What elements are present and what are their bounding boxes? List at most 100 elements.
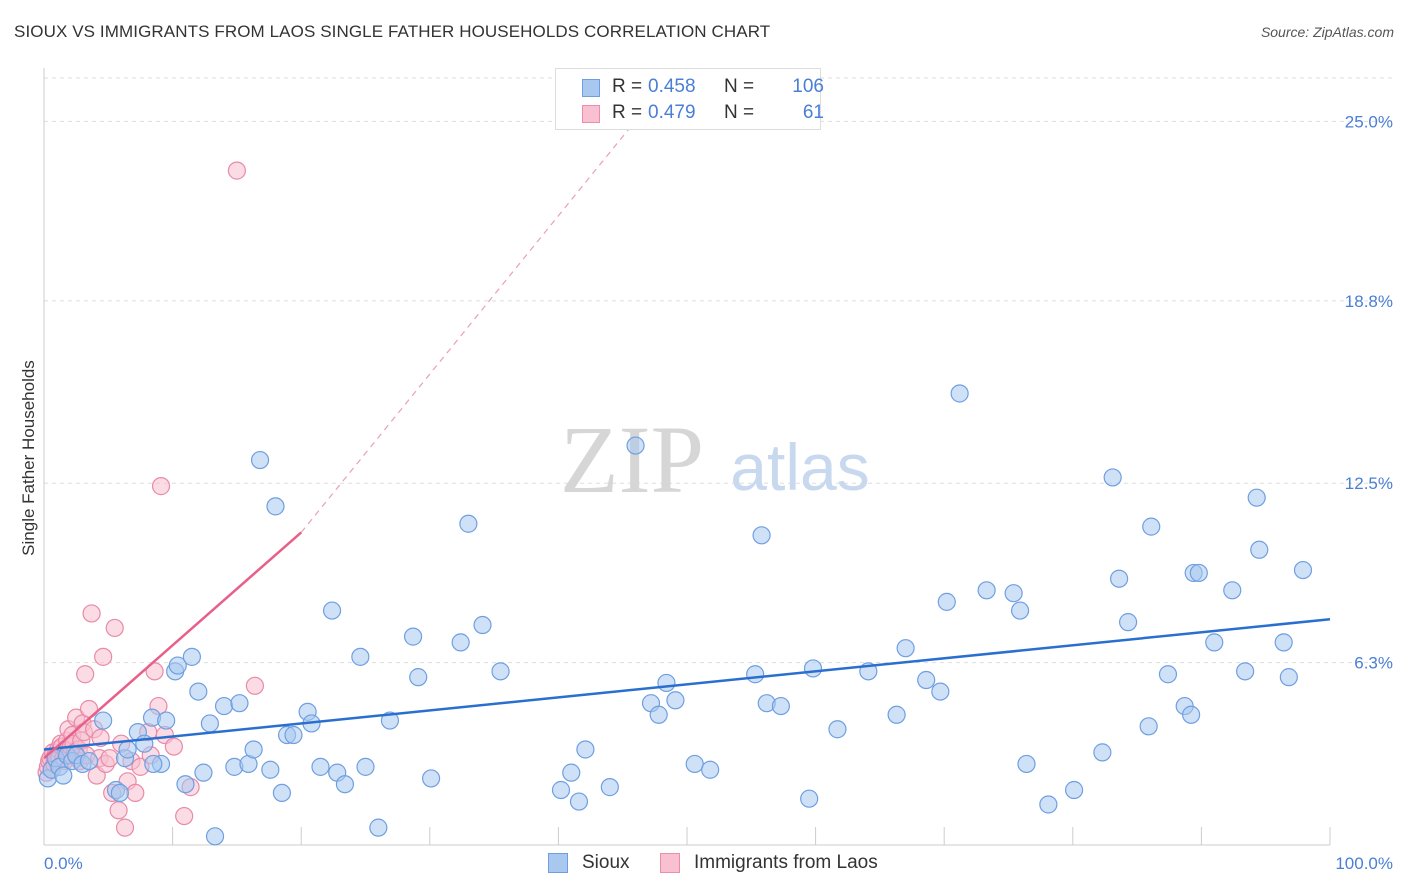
data-point: [1293, 560, 1313, 580]
data-point: [551, 780, 571, 800]
source-label: Source: ZipAtlas.com: [1260, 24, 1394, 40]
data-point: [175, 806, 194, 826]
data-point: [950, 384, 969, 403]
watermark: ZIP atlas: [560, 406, 870, 513]
data-point: [803, 659, 823, 678]
data-point: [626, 436, 645, 455]
data-point: [245, 676, 265, 695]
data-point: [1158, 665, 1178, 684]
data-point: [1139, 717, 1158, 736]
data-point: [576, 740, 595, 759]
data-point: [79, 751, 99, 771]
data-point: [200, 714, 219, 733]
data-point: [227, 161, 246, 180]
y-axis-title: Single Father Households: [19, 360, 38, 556]
data-point: [1118, 613, 1138, 632]
data-point: [94, 711, 113, 730]
data-point: [335, 775, 355, 794]
data-point: [54, 766, 73, 785]
data-point: [284, 725, 303, 745]
data-point: [937, 592, 956, 611]
data-point: [1064, 780, 1084, 800]
data-point: [189, 682, 208, 701]
data-point: [771, 696, 790, 716]
data-point: [266, 497, 285, 516]
data-point: [311, 757, 330, 776]
data-point: [1109, 569, 1129, 588]
watermark-atlas: atlas: [730, 430, 869, 504]
watermark-zip: ZIP: [560, 406, 704, 513]
y-tick-label: 12.5%: [1345, 474, 1393, 493]
data-point: [1142, 517, 1161, 536]
data-point: [94, 647, 113, 666]
data-point: [261, 760, 280, 779]
data-point: [144, 754, 163, 774]
axis-labels: 0.0% 100.0% Single Father Households 6.3…: [19, 112, 1393, 873]
data-point: [1236, 662, 1255, 681]
laos-trend-line-extension: [300, 77, 671, 533]
data-point: [322, 601, 342, 620]
data-point: [473, 615, 492, 635]
r-label: R =: [612, 76, 643, 97]
sioux-series-points: [38, 384, 1313, 846]
data-point: [1250, 540, 1269, 559]
n-value: 106: [792, 76, 824, 97]
n-value: 61: [802, 102, 824, 123]
data-point: [272, 783, 292, 803]
data-point: [657, 673, 676, 693]
data-point: [369, 818, 388, 837]
data-point: [205, 827, 225, 846]
data-point: [230, 694, 249, 713]
data-point: [145, 662, 164, 681]
data-point: [828, 720, 847, 739]
data-point: [752, 526, 771, 545]
data-point: [356, 757, 375, 776]
sioux-trend-line: [43, 617, 1331, 751]
data-point: [887, 705, 906, 724]
data-point: [164, 737, 183, 756]
n-label: N =: [724, 76, 755, 97]
y-tick-label: 6.3%: [1354, 654, 1393, 673]
data-point: [151, 477, 171, 496]
data-point: [977, 581, 996, 600]
data-point: [76, 665, 95, 684]
data-point: [459, 514, 478, 533]
data-point: [1274, 633, 1293, 652]
data-point: [1017, 754, 1036, 774]
data-point: [600, 778, 619, 797]
data-point: [451, 633, 470, 652]
data-point: [250, 450, 270, 470]
y-tick-label: 25.0%: [1345, 112, 1393, 131]
sioux-swatch: [582, 79, 600, 97]
n-label: N =: [724, 102, 755, 123]
series-legend: Sioux Immigrants from Laos: [0, 852, 1406, 878]
x-tick-label-min: 0.0%: [44, 854, 83, 873]
data-point: [800, 789, 819, 808]
sioux-legend-swatch: [548, 853, 568, 873]
data-point: [1205, 633, 1224, 652]
laos-trend-line: [43, 531, 303, 760]
data-point: [409, 668, 428, 687]
y-tick-label: 18.8%: [1345, 292, 1393, 311]
chart-title: SIOUX VS IMMIGRANTS FROM LAOS SINGLE FAT…: [14, 22, 771, 41]
x-tick-label-max: 100.0%: [1335, 854, 1393, 873]
data-point: [746, 665, 765, 684]
data-point: [1004, 584, 1023, 603]
data-point: [896, 639, 915, 658]
data-point: [569, 792, 589, 811]
data-point: [109, 801, 128, 820]
data-point: [214, 696, 234, 716]
axes: [43, 68, 1331, 846]
legend-label: Immigrants from Laos: [694, 852, 878, 873]
data-point: [82, 604, 101, 623]
data-point: [115, 818, 135, 837]
data-point: [1189, 563, 1208, 583]
data-point: [562, 763, 581, 782]
data-point: [1182, 705, 1201, 724]
data-point: [1103, 468, 1122, 487]
legend-label: Sioux: [582, 852, 630, 873]
data-point: [194, 763, 213, 782]
data-point: [685, 754, 704, 774]
data-point: [244, 740, 263, 759]
